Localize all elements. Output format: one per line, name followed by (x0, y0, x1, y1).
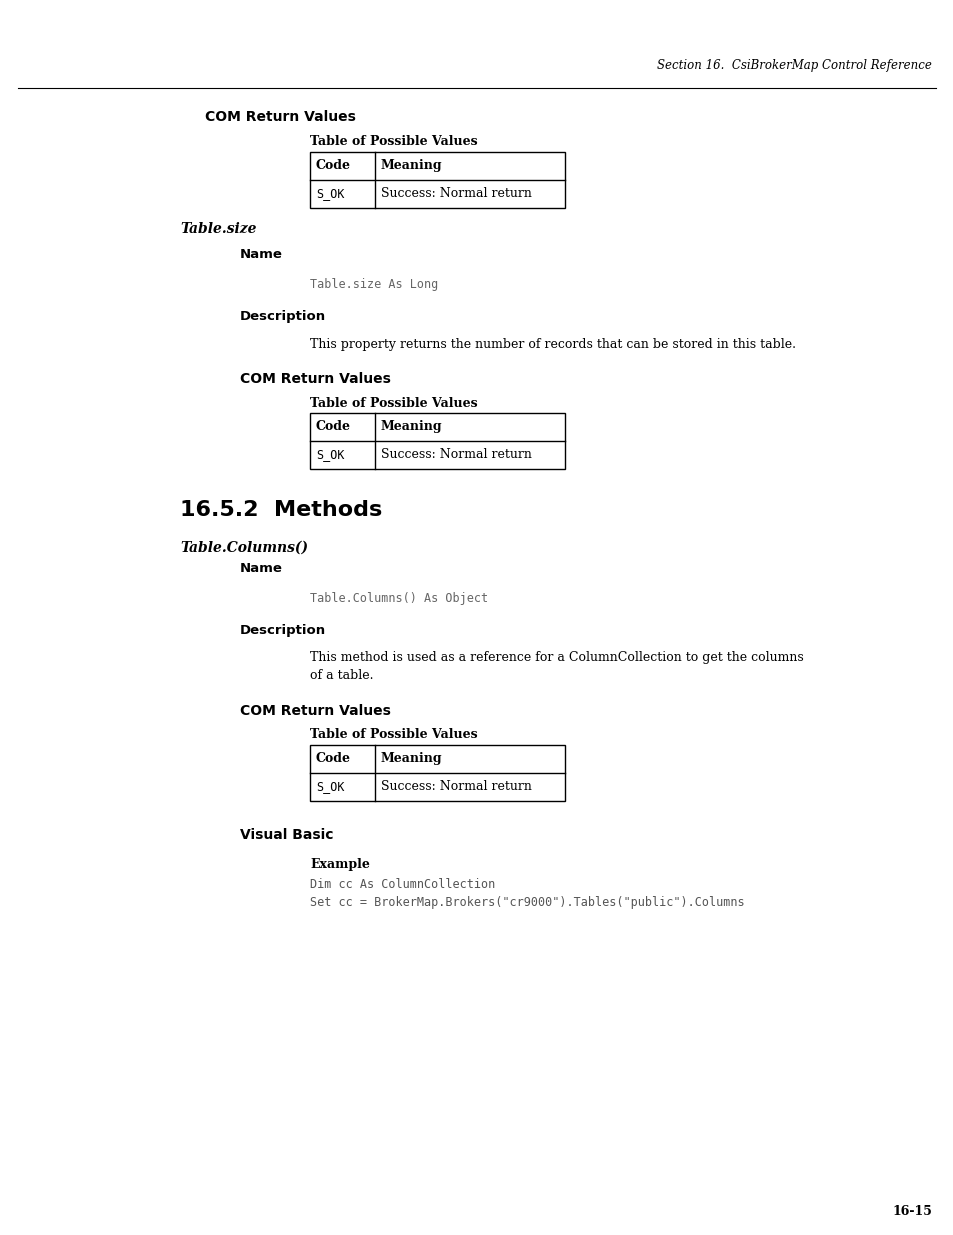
Text: COM Return Values: COM Return Values (205, 110, 355, 124)
Text: Meaning: Meaning (380, 159, 442, 172)
Text: Code: Code (315, 159, 351, 172)
Text: This property returns the number of records that can be stored in this table.: This property returns the number of reco… (310, 338, 795, 351)
Text: Meaning: Meaning (380, 420, 442, 433)
Bar (310, 152, 564, 207)
Text: This method is used as a reference for a ColumnCollection to get the columns: This method is used as a reference for a… (310, 651, 803, 664)
Text: Visual Basic: Visual Basic (240, 827, 334, 842)
Text: of a table.: of a table. (310, 669, 374, 682)
Text: Code: Code (315, 420, 351, 433)
Text: 16.5.2  Methods: 16.5.2 Methods (180, 500, 382, 520)
Text: Table.size As Long: Table.size As Long (310, 278, 437, 291)
Text: Code: Code (315, 752, 351, 764)
Text: Meaning: Meaning (380, 752, 442, 764)
Text: Description: Description (240, 624, 326, 637)
Text: S_OK: S_OK (315, 448, 344, 461)
Text: COM Return Values: COM Return Values (240, 704, 391, 718)
Text: Name: Name (240, 248, 283, 261)
Text: Example: Example (310, 858, 370, 871)
Text: 16-15: 16-15 (891, 1205, 931, 1218)
Text: COM Return Values: COM Return Values (240, 372, 391, 387)
Text: Dim cc As ColumnCollection: Dim cc As ColumnCollection (310, 878, 495, 890)
Bar (310, 745, 564, 802)
Text: Description: Description (240, 310, 326, 324)
Text: Table.size: Table.size (180, 222, 256, 236)
Text: Table.Columns(): Table.Columns() (180, 541, 308, 555)
Text: Success: Normal return: Success: Normal return (380, 186, 532, 200)
Text: Table.Columns() As Object: Table.Columns() As Object (310, 592, 488, 605)
Bar (310, 412, 564, 469)
Text: Success: Normal return: Success: Normal return (380, 448, 532, 461)
Text: Section 16.  CsiBrokerMap Control Reference: Section 16. CsiBrokerMap Control Referen… (657, 59, 931, 72)
Text: Table of Possible Values: Table of Possible Values (310, 135, 477, 148)
Text: Set cc = BrokerMap.Brokers("cr9000").Tables("public").Columns: Set cc = BrokerMap.Brokers("cr9000").Tab… (310, 897, 744, 909)
Text: S_OK: S_OK (315, 781, 344, 793)
Text: Name: Name (240, 562, 283, 576)
Text: Table of Possible Values: Table of Possible Values (310, 727, 477, 741)
Text: S_OK: S_OK (315, 186, 344, 200)
Text: Table of Possible Values: Table of Possible Values (310, 396, 477, 410)
Text: Success: Normal return: Success: Normal return (380, 781, 532, 793)
